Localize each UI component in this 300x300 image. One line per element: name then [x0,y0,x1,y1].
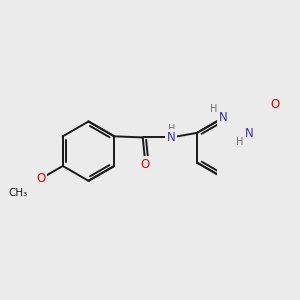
Text: N: N [167,131,176,144]
Text: N: N [244,127,253,140]
Text: N: N [219,111,228,124]
Text: O: O [140,158,150,171]
Text: O: O [271,98,280,111]
Text: H: H [210,104,217,114]
Text: H: H [168,124,175,134]
Text: CH₃: CH₃ [8,188,28,198]
Text: H: H [236,137,243,147]
Text: O: O [36,172,46,185]
